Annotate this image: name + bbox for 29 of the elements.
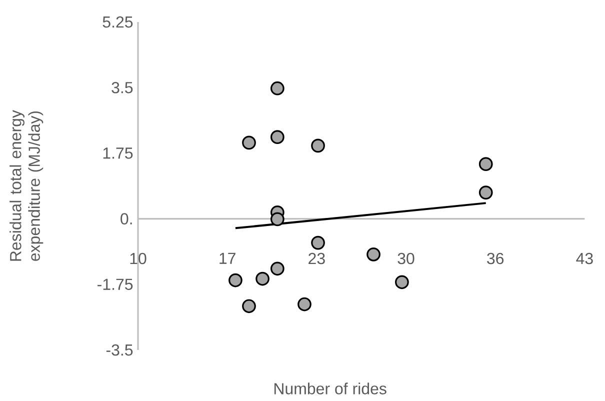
point (270, 130, 284, 144)
x-tick-label: 30 (398, 252, 414, 264)
point (395, 275, 409, 290)
point (270, 81, 284, 96)
point (298, 297, 312, 312)
x-tick-label: 36 (487, 252, 504, 264)
point (270, 212, 284, 226)
x-tick-label: 23 (308, 252, 325, 264)
y-tick-label: -1.75 (98, 278, 133, 290)
point (311, 138, 325, 153)
point (242, 136, 256, 150)
point (270, 262, 284, 276)
x-axis-title: Number of rides (274, 382, 386, 394)
point (366, 247, 380, 262)
point (478, 157, 493, 172)
y-tick-label: 3.5 (112, 82, 133, 94)
y-tick-label: 1.75 (103, 148, 133, 159)
point (256, 272, 270, 286)
point (478, 186, 493, 200)
y-tick-label: 0. (120, 213, 132, 224)
y-tick-label: -3.5 (106, 344, 133, 356)
y-axis-title: Residual total energy expenditure (MJ/day) (10, 110, 44, 261)
point (228, 273, 242, 288)
point (242, 299, 256, 314)
x-tick-label: 10 (130, 252, 146, 264)
x-tick-label: 43 (576, 252, 593, 264)
x-tick-label: 17 (220, 252, 236, 264)
point (311, 236, 325, 250)
y-tick-label: 5.25 (102, 16, 133, 28)
